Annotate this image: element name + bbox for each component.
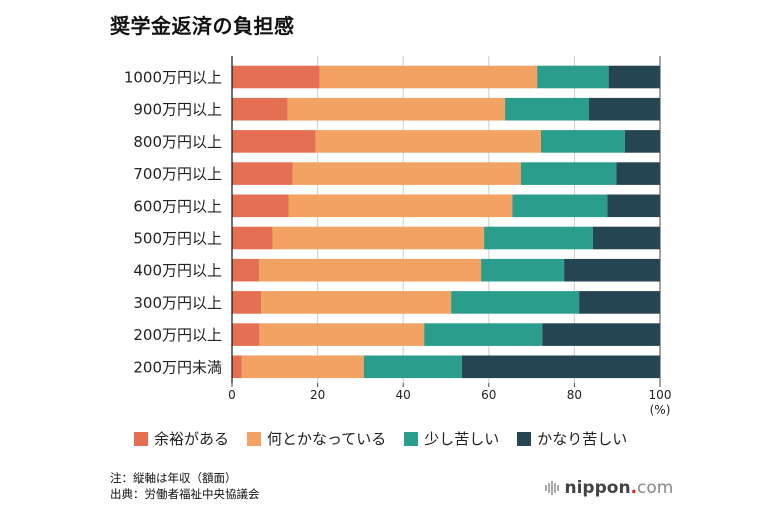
note-text: 注：縦軸は年収（額面）	[110, 471, 237, 485]
bar-segment	[588, 97, 660, 121]
bar-segment	[461, 355, 660, 379]
y-tick-label: 900万円以上	[133, 101, 222, 119]
legend-label: かなり苦しい	[537, 430, 628, 448]
bar-segment	[363, 355, 462, 379]
bars	[232, 65, 660, 379]
brand-name: nippon	[564, 478, 631, 498]
bar-segment	[424, 323, 543, 346]
bar-segment	[259, 323, 425, 346]
bar-segment	[579, 291, 660, 314]
bar-segment	[232, 194, 289, 218]
y-tick-label: 800万円以上	[133, 133, 222, 151]
x-axis-ticks: 0 20 40 60 80 100	[228, 383, 671, 402]
bar-segment	[287, 97, 506, 121]
x-axis-unit: (%)	[650, 403, 671, 417]
source-text: 出典：労働者福祉中央協議会	[110, 487, 260, 501]
bar-segment	[564, 258, 660, 282]
chart-title: 奨学金返済の負担感	[110, 14, 295, 38]
bar-segment	[232, 130, 316, 153]
bar-segment	[542, 323, 660, 346]
bar-segment	[232, 291, 262, 314]
bar-segment	[541, 130, 625, 153]
brand-logo: nippon.com	[545, 478, 673, 498]
y-tick-label: 300万円以上	[133, 294, 222, 312]
bar-segment	[288, 194, 513, 218]
legend-label: 余裕がある	[154, 430, 230, 448]
bar-segment	[232, 323, 260, 346]
brand-suffix: com	[637, 478, 674, 498]
bar-segment	[232, 258, 259, 282]
y-tick-label: 700万円以上	[133, 165, 222, 183]
bar-segment	[624, 130, 660, 153]
x-tick-label: 100	[649, 388, 672, 402]
bar-segment	[258, 258, 482, 282]
legend-swatch	[517, 431, 532, 446]
bar-segment	[607, 194, 660, 218]
bar-segment	[608, 65, 660, 89]
bar-segment	[520, 162, 617, 185]
bar-segment	[592, 226, 660, 250]
bar-segment	[292, 162, 521, 185]
bar-segment	[232, 355, 242, 379]
bar-segment	[505, 97, 589, 121]
legend-item: かなり苦しい	[517, 428, 627, 449]
bar-segment	[232, 162, 293, 185]
bar-segment	[537, 65, 609, 89]
y-tick-label: 200万円未満	[133, 358, 222, 376]
sound-wave-icon	[545, 481, 559, 495]
bar-segment	[484, 226, 593, 250]
bar-segment	[241, 355, 364, 379]
y-tick-label: 400万円以上	[133, 262, 222, 280]
bar-segment	[261, 291, 452, 314]
legend-swatch	[247, 431, 262, 446]
bar-segment	[232, 97, 288, 121]
footnotes: 注：縦軸は年収（額面） 出典：労働者福祉中央協議会	[110, 470, 260, 502]
bar-segment	[319, 65, 538, 89]
x-tick-label: 0	[228, 388, 236, 402]
bar-segment	[232, 65, 320, 89]
bar-segment	[232, 226, 273, 250]
bar-segment	[315, 130, 542, 153]
brand-dot: .	[630, 478, 638, 498]
bar-segment	[272, 226, 485, 250]
legend: 余裕がある 何とかなっている 少し苦しい かなり苦しい	[134, 428, 627, 449]
legend-item: 少し苦しい	[404, 428, 499, 449]
y-tick-label: 1000万円以上	[124, 69, 222, 87]
bar-segment	[481, 258, 565, 282]
bar-segment	[616, 162, 660, 185]
x-tick-label: 60	[481, 388, 496, 402]
legend-item: 余裕がある	[134, 428, 229, 449]
legend-item: 何とかなっている	[247, 428, 386, 449]
x-tick-label: 20	[310, 388, 325, 402]
legend-swatch	[134, 431, 148, 446]
y-axis-labels: 1000万円以上 900万円以上 800万円以上 700万円以上 600万円以上 500万…	[124, 69, 222, 377]
bar-segment	[512, 194, 608, 218]
x-tick-label: 80	[567, 388, 582, 402]
legend-swatch	[404, 431, 419, 446]
x-tick-label: 40	[396, 388, 411, 402]
bar-segment	[451, 291, 580, 314]
y-tick-label: 600万円以上	[133, 197, 222, 215]
y-tick-label: 200万円以上	[133, 326, 222, 344]
legend-label: 何とかなっている	[267, 430, 387, 448]
legend-label: 少し苦しい	[424, 430, 500, 448]
y-tick-label: 500万円以上	[133, 230, 222, 248]
